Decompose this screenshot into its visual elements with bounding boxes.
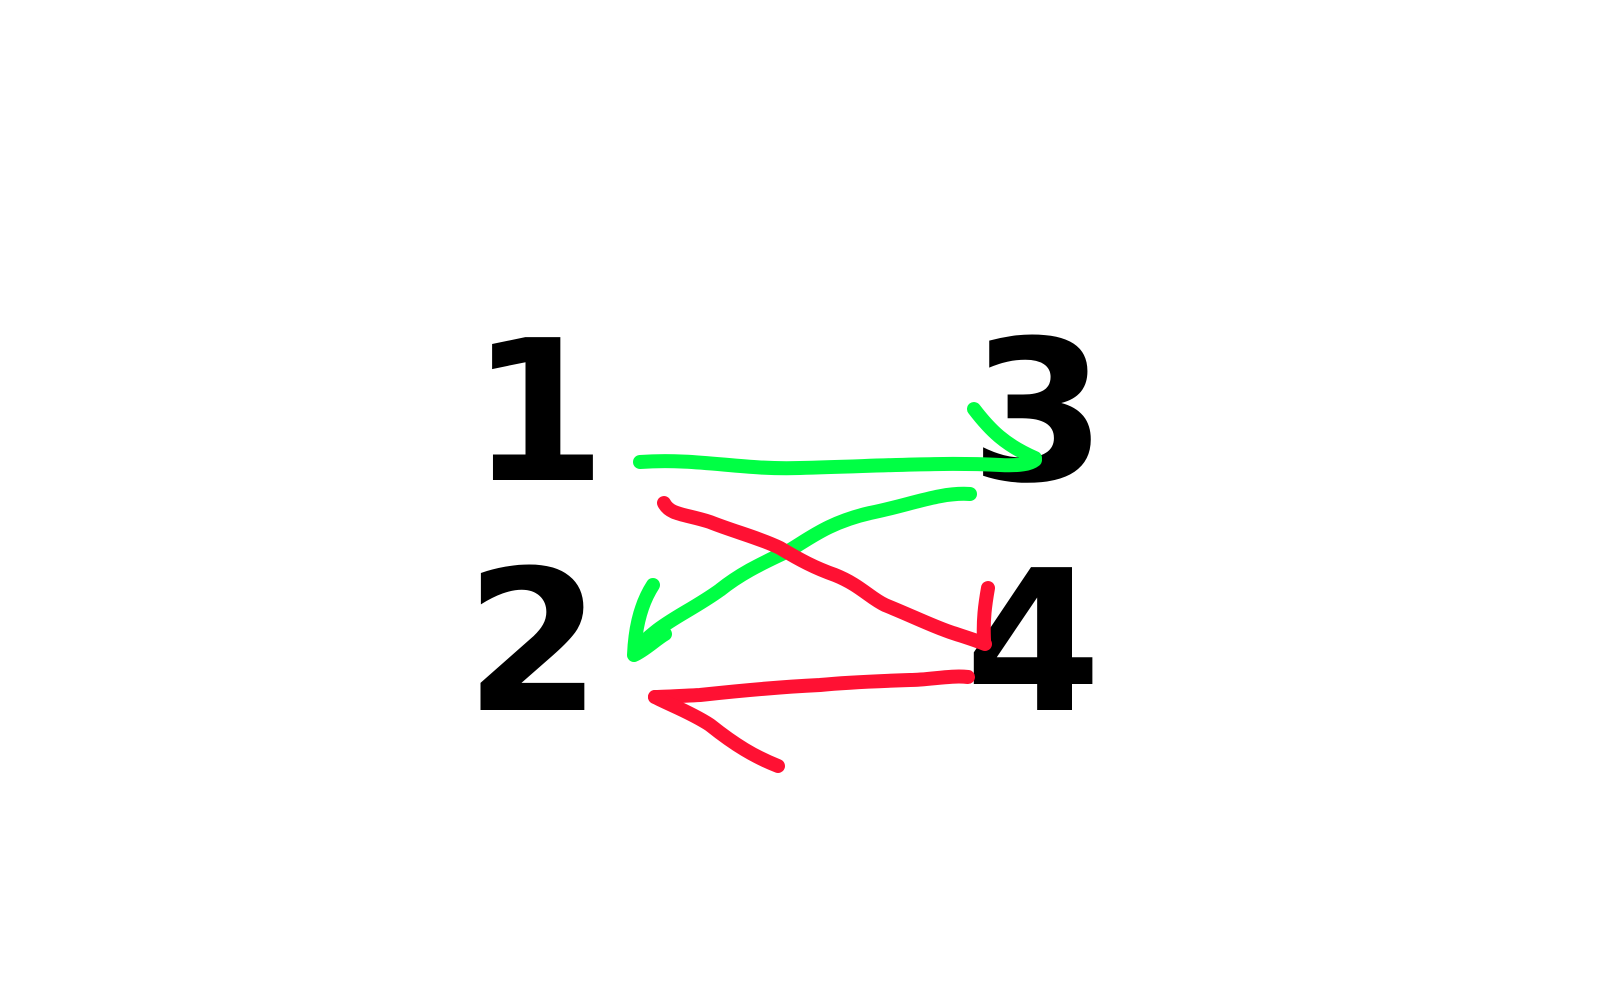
number-2: 2 bbox=[465, 529, 602, 757]
arrow-3-to-2 bbox=[628, 486, 977, 657]
number-3: 3 bbox=[970, 299, 1107, 527]
arrowhead-2 bbox=[627, 578, 672, 662]
arrowhead-2-lower bbox=[648, 690, 785, 773]
arrow-1-to-4 bbox=[657, 496, 992, 651]
arrow-4-to-2 bbox=[648, 669, 975, 704]
number-4: 4 bbox=[965, 529, 1102, 757]
number-1: 1 bbox=[470, 299, 607, 527]
